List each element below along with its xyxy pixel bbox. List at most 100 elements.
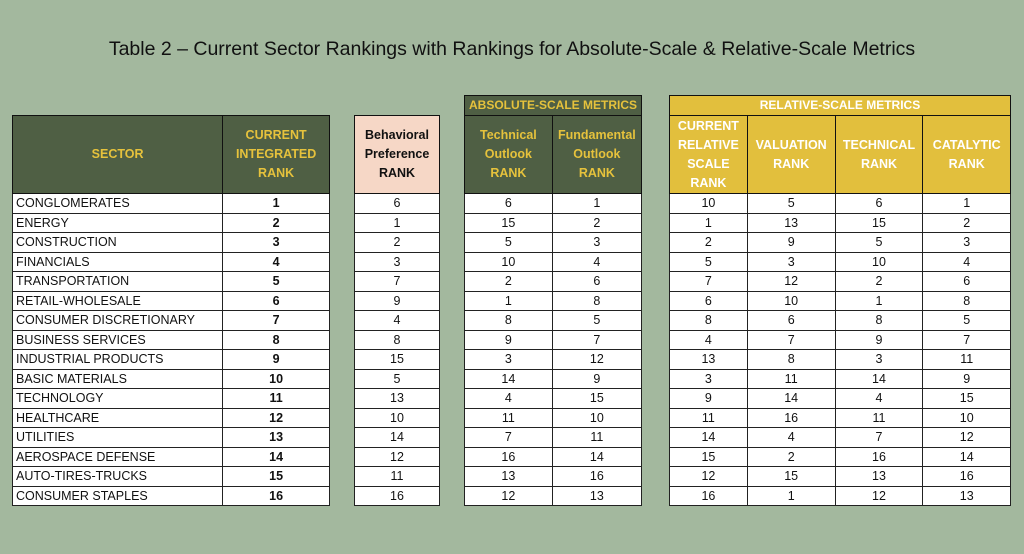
- sector-cell: CONSTRUCTION: [11, 232, 224, 253]
- sector-cell: CONGLOMERATES: [11, 193, 224, 214]
- technical-outlook-cell: 7: [464, 427, 553, 448]
- catalytic-cell: 8: [922, 290, 1011, 311]
- header-line: RANK: [773, 156, 810, 171]
- sector-cell: AEROSPACE DEFENSE: [11, 446, 224, 467]
- header-line: RANK: [690, 175, 727, 190]
- valuation-cell: 15: [746, 466, 836, 487]
- header-line: Technical: [480, 128, 537, 142]
- technical-cell: 15: [834, 212, 924, 233]
- table-row: HEALTHCARE 12: [11, 407, 330, 428]
- catalytic-cell: 5: [922, 310, 1011, 331]
- table-row: 3 12: [464, 349, 643, 370]
- header-line: RANK: [948, 156, 985, 171]
- table-row: 10: [354, 407, 440, 428]
- relative-scale-cell: 13: [669, 349, 748, 370]
- behavioral-cell: 7: [354, 271, 440, 292]
- technical-outlook-cell: 16: [464, 446, 553, 467]
- table-row: 12 15 13 16: [669, 466, 1011, 487]
- table-row: INDUSTRIAL PRODUCTS 9: [11, 349, 330, 370]
- table-row: 11 16 11 10: [669, 407, 1011, 428]
- technical-cell: 10: [834, 251, 924, 272]
- technical-outlook-cell: 6: [464, 193, 553, 214]
- relative-scale-cell: 15: [669, 446, 748, 467]
- table-row: 1 13 15 2: [669, 212, 1011, 233]
- integrated-rank-cell: 4: [222, 251, 330, 272]
- table-row: 16 1 12 13: [669, 485, 1011, 506]
- header-line: SCALE: [687, 156, 730, 171]
- relative-scale-cell: 5: [669, 251, 748, 272]
- technical-cell: 8: [834, 310, 924, 331]
- table-row: 10 4: [464, 251, 643, 272]
- header-line: RANK: [490, 166, 527, 180]
- valuation-cell: 6: [746, 310, 836, 331]
- fundamental-outlook-cell: 14: [551, 446, 643, 467]
- catalytic-cell: 2: [922, 212, 1011, 233]
- table-row: BUSINESS SERVICES 8: [11, 329, 330, 350]
- catalytic-cell: 14: [922, 446, 1011, 467]
- valuation-header: VALUATION RANK: [746, 115, 836, 194]
- header-line: Preference: [364, 147, 430, 161]
- table-row: 4 15: [464, 388, 643, 409]
- catalytic-cell: 3: [922, 232, 1011, 253]
- table-row: 15 2: [464, 212, 643, 233]
- header-line: RELATIVE: [677, 137, 739, 152]
- relative-scale-cell: 12: [669, 466, 748, 487]
- integrated-rank-cell: 1: [222, 193, 330, 214]
- integrated-rank-cell: 2: [222, 212, 330, 233]
- fundamental-outlook-cell: 13: [551, 485, 643, 506]
- behavioral-table: Behavioral Preference RANK 6 1 2 3 7 9 4 8 15 5 13 10…: [354, 115, 440, 506]
- integrated-rank-cell: 9: [222, 349, 330, 370]
- table-row: 13: [354, 388, 440, 409]
- relative-scale-cell: 2: [669, 232, 748, 253]
- table-row: 12 13: [464, 485, 643, 506]
- sector-header: SECTOR: [11, 115, 224, 194]
- valuation-cell: 5: [746, 193, 836, 214]
- technical-outlook-cell: 13: [464, 466, 553, 487]
- behavioral-cell: 11: [354, 466, 440, 487]
- behavioral-cell: 10: [354, 407, 440, 428]
- table-row: 14 4 7 12: [669, 427, 1011, 448]
- fundamental-outlook-cell: 7: [551, 329, 643, 350]
- relative-scale-cell: 1: [669, 212, 748, 233]
- header-line: CURRENT: [245, 128, 307, 142]
- table-row: 16: [354, 485, 440, 506]
- technical-outlook-header: Technical Outlook RANK: [464, 115, 553, 194]
- technical-outlook-cell: 14: [464, 368, 553, 389]
- sector-cell: ENERGY: [11, 212, 224, 233]
- behavioral-cell: 8: [354, 329, 440, 350]
- fundamental-outlook-cell: 16: [551, 466, 643, 487]
- technical-outlook-cell: 1: [464, 290, 553, 311]
- integrated-rank-cell: 6: [222, 290, 330, 311]
- table-row: BASIC MATERIALS 10: [11, 368, 330, 389]
- header-line: Behavioral: [365, 128, 429, 142]
- header-line: RANK: [378, 166, 416, 180]
- technical-outlook-cell: 5: [464, 232, 553, 253]
- technical-cell: 13: [834, 466, 924, 487]
- relative-scale-table: RELATIVE-SCALE METRICS CURRENT RELATIVE SC…: [669, 95, 1011, 506]
- sector-cell: CONSUMER DISCRETIONARY: [11, 310, 224, 331]
- behavioral-header: Behavioral Preference RANK: [354, 115, 440, 194]
- valuation-cell: 1: [746, 485, 836, 506]
- valuation-cell: 9: [746, 232, 836, 253]
- sector-cell: INDUSTRIAL PRODUCTS: [11, 349, 224, 370]
- table-row: 15: [354, 349, 440, 370]
- table-row: 4: [354, 310, 440, 331]
- table-row: AEROSPACE DEFENSE 14: [11, 446, 330, 467]
- technical-outlook-cell: 4: [464, 388, 553, 409]
- technical-outlook-cell: 2: [464, 271, 553, 292]
- table-row: AUTO-TIRES-TRUCKS 15: [11, 466, 330, 487]
- relative-scale-cell: 7: [669, 271, 748, 292]
- integrated-rank-cell: 5: [222, 271, 330, 292]
- table-row: 14 9: [464, 368, 643, 389]
- relative-scale-cell: 11: [669, 407, 748, 428]
- absolute-scale-table: ABSOLUTE-SCALE METRICS Technical Outlook R…: [464, 95, 643, 506]
- sector-cell: TECHNOLOGY: [11, 388, 224, 409]
- behavioral-cell: 3: [354, 251, 440, 272]
- valuation-cell: 12: [746, 271, 836, 292]
- table-row: TECHNOLOGY 11: [11, 388, 330, 409]
- technical-cell: 1: [834, 290, 924, 311]
